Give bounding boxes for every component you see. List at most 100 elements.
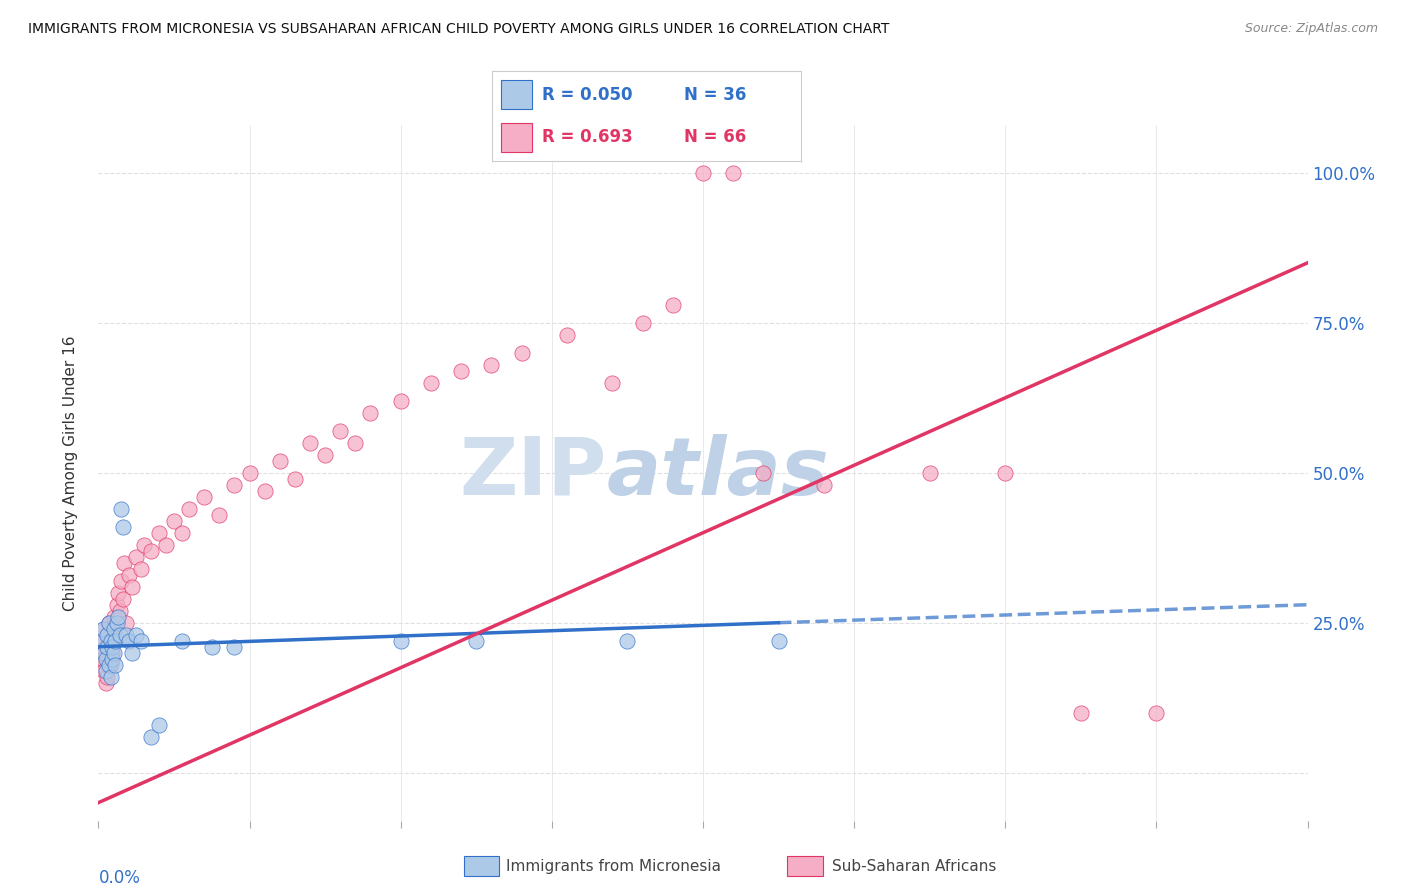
- Point: [555, 327, 578, 342]
- Point: [107, 585, 129, 599]
- Point: [132, 538, 155, 552]
- Point: [91, 651, 114, 665]
- Point: [93, 622, 115, 636]
- Point: [344, 435, 367, 450]
- Point: [96, 628, 118, 642]
- Point: [114, 628, 136, 642]
- Point: [101, 646, 124, 660]
- Point: [90, 633, 112, 648]
- Point: [100, 633, 122, 648]
- Point: [94, 675, 117, 690]
- Point: [163, 514, 186, 528]
- Text: Immigrants from Micronesia: Immigrants from Micronesia: [506, 859, 721, 873]
- Point: [93, 646, 115, 660]
- Point: [510, 346, 533, 360]
- Point: [108, 604, 131, 618]
- Point: [96, 628, 118, 642]
- Point: [104, 633, 127, 648]
- Point: [284, 472, 307, 486]
- Point: [662, 298, 685, 312]
- Point: [121, 646, 143, 660]
- Text: ZIP: ZIP: [458, 434, 606, 512]
- Point: [360, 406, 382, 420]
- Point: [100, 657, 122, 672]
- Point: [104, 628, 127, 642]
- Text: 0.0%: 0.0%: [98, 870, 141, 888]
- Bar: [502, 80, 533, 109]
- Point: [994, 466, 1017, 480]
- Point: [631, 316, 654, 330]
- Point: [329, 424, 352, 438]
- Point: [389, 393, 412, 408]
- Point: [118, 567, 141, 582]
- Point: [105, 615, 128, 630]
- Point: [125, 628, 148, 642]
- Point: [170, 633, 193, 648]
- Point: [94, 651, 117, 665]
- Text: Source: ZipAtlas.com: Source: ZipAtlas.com: [1244, 22, 1378, 36]
- Point: [100, 670, 122, 684]
- Point: [269, 454, 291, 468]
- Point: [94, 664, 117, 678]
- Point: [91, 633, 114, 648]
- Point: [111, 591, 134, 606]
- Point: [314, 448, 336, 462]
- Point: [179, 501, 201, 516]
- Point: [98, 651, 121, 665]
- Point: [148, 525, 170, 540]
- Point: [224, 477, 246, 491]
- Point: [103, 646, 125, 660]
- Point: [103, 622, 125, 636]
- Point: [148, 717, 170, 731]
- Text: Sub-Saharan Africans: Sub-Saharan Africans: [832, 859, 997, 873]
- Point: [100, 633, 122, 648]
- Point: [465, 633, 488, 648]
- Point: [141, 730, 163, 744]
- Text: R = 0.050: R = 0.050: [541, 86, 633, 103]
- Point: [98, 615, 121, 630]
- Point: [602, 376, 624, 390]
- Point: [91, 622, 114, 636]
- Point: [101, 622, 124, 636]
- Point: [723, 166, 745, 180]
- Point: [299, 435, 322, 450]
- Point: [93, 664, 115, 678]
- Y-axis label: Child Poverty Among Girls Under 16: Child Poverty Among Girls Under 16: [63, 335, 77, 610]
- Point: [201, 640, 224, 654]
- Text: N = 66: N = 66: [683, 128, 747, 146]
- Point: [108, 628, 131, 642]
- Point: [103, 609, 125, 624]
- Point: [768, 633, 790, 648]
- Point: [253, 483, 276, 498]
- Point: [118, 633, 141, 648]
- Point: [1070, 706, 1092, 720]
- Point: [1144, 706, 1167, 720]
- Point: [90, 657, 112, 672]
- Point: [94, 640, 117, 654]
- Point: [752, 466, 775, 480]
- Point: [141, 543, 163, 558]
- Bar: [502, 123, 533, 152]
- Point: [112, 556, 135, 570]
- Text: N = 36: N = 36: [683, 86, 747, 103]
- Text: atlas: atlas: [606, 434, 830, 512]
- Point: [125, 549, 148, 564]
- Point: [389, 633, 412, 648]
- Point: [239, 466, 262, 480]
- Point: [193, 490, 215, 504]
- Point: [121, 580, 143, 594]
- Point: [89, 646, 111, 660]
- Point: [155, 538, 177, 552]
- Point: [96, 640, 118, 654]
- Point: [101, 651, 124, 665]
- Point: [105, 598, 128, 612]
- Point: [129, 562, 152, 576]
- Point: [98, 615, 121, 630]
- Point: [110, 501, 132, 516]
- Point: [111, 520, 134, 534]
- Point: [114, 615, 136, 630]
- Point: [208, 508, 231, 522]
- Point: [107, 609, 129, 624]
- Point: [918, 466, 941, 480]
- Point: [616, 633, 638, 648]
